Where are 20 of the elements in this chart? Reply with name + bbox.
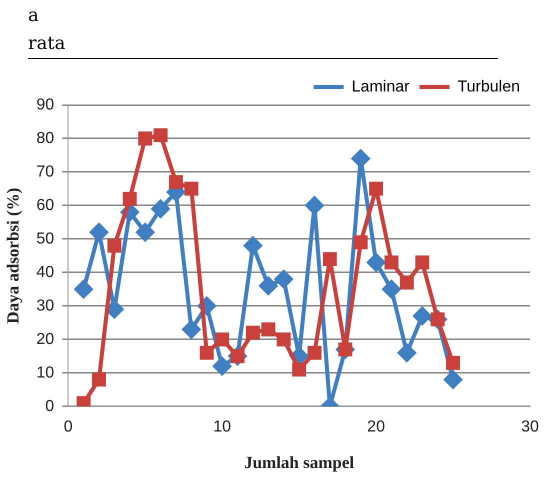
y-axis-title: Daya adsorbsi (%) xyxy=(4,188,23,324)
y-tick-label: 0 xyxy=(45,398,54,415)
text: rata xyxy=(28,32,66,56)
y-tick-label: 20 xyxy=(36,330,54,348)
y-tick-label: 70 xyxy=(36,163,54,180)
y-tick-label: 40 xyxy=(36,264,54,281)
legend-label: Turbulen xyxy=(457,78,520,96)
x-tick-label: 30 xyxy=(521,418,539,436)
y-tick-label: 60 xyxy=(36,196,54,214)
y-tick-label: 90 xyxy=(36,96,54,114)
x-axis-title: Jumlah sampel xyxy=(244,453,354,472)
legend-label: Laminar xyxy=(352,78,410,96)
y-tick-label: 50 xyxy=(36,230,54,248)
text: a xyxy=(28,4,40,28)
y-tick-label: 80 xyxy=(36,130,54,147)
x-tick-label: 20 xyxy=(367,418,386,436)
y-tick-label: 10 xyxy=(36,364,54,382)
x-tick-label: 0 xyxy=(64,418,73,436)
x-tick-label: 10 xyxy=(213,418,232,436)
y-tick-label: 30 xyxy=(36,297,54,314)
